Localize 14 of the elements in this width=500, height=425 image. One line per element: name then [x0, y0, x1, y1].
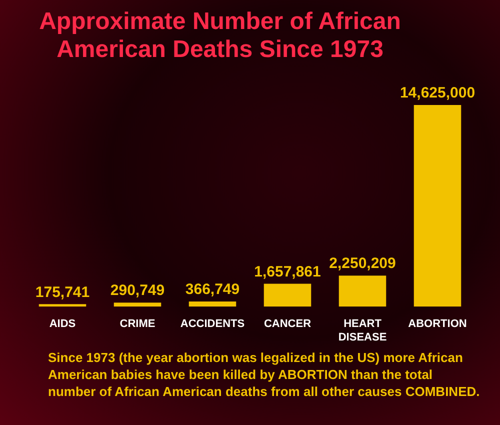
x-tick-label: ABORTION [408, 318, 467, 330]
x-tick-label: AIDS [49, 318, 76, 330]
data-label: 290,749 [110, 282, 165, 300]
x-tick-label: ACCIDENTS [180, 318, 245, 330]
x-tick-label: HEART DISEASE [338, 318, 387, 344]
data-label: 2,250,209 [329, 255, 396, 272]
x-tick-label: CANCER [264, 318, 312, 330]
chart-title: Approximate Number of African American Deaths Since 1973 [38, 8, 402, 64]
data-label: 366,749 [185, 281, 240, 298]
x-tick-label: CRIME [120, 318, 156, 330]
text: Since 1973 (the year abortion was legalized in the US) more African American babies have been killed by ABORTION than the total number of African American deaths from all other causes COMBINED. [48, 349, 480, 400]
data-label: 1,657,861 [254, 263, 321, 280]
data-label: 175,741 [35, 284, 90, 301]
data-label: 14,625,000 [400, 84, 476, 102]
